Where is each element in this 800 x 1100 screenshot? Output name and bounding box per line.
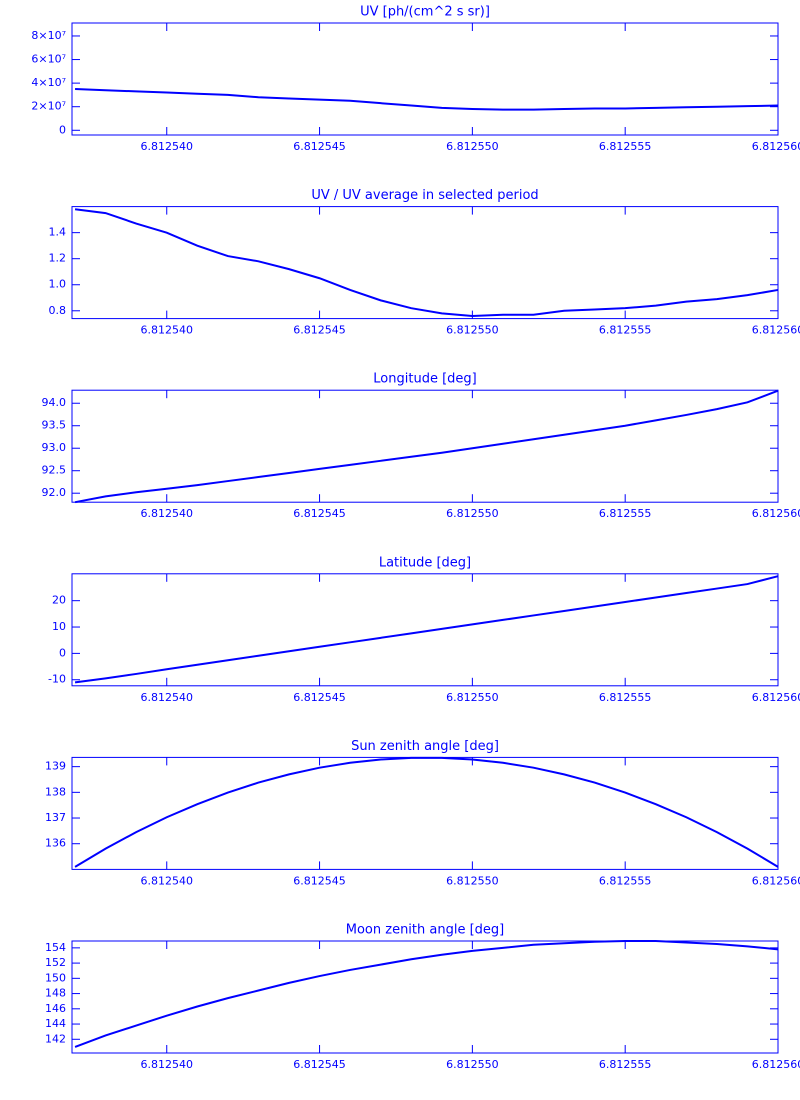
- chart-title: Moon zenith angle [deg]: [346, 923, 504, 938]
- y-tick-label: 1.0: [49, 278, 67, 291]
- x-tick-label: 6.812550: [446, 874, 499, 887]
- plot-frame: [71, 206, 779, 320]
- y-tick-label: 1.4: [49, 226, 67, 239]
- y-tick-label: 144: [45, 1017, 66, 1030]
- y-tick-label: 0: [59, 123, 66, 136]
- y-tick-label: 94.0: [42, 396, 67, 409]
- data-line: [74, 575, 779, 684]
- chart-title: Latitude [deg]: [379, 555, 471, 570]
- y-tick-label: 6×10⁷: [31, 53, 66, 66]
- y-tick-label: 8×10⁷: [31, 29, 66, 42]
- x-tick-label: 6.812555: [599, 874, 652, 887]
- y-tick-label: 1.2: [49, 252, 67, 265]
- x-tick-label: 6.812540: [140, 1058, 193, 1071]
- x-tick-label: 6.812540: [140, 507, 193, 520]
- y-tick-label: 154: [45, 941, 66, 954]
- x-tick-label: 6.812555: [599, 1058, 652, 1071]
- data-line: [74, 389, 779, 504]
- x-tick-label: 6.812545: [293, 324, 346, 337]
- y-tick-label: 4×10⁷: [31, 76, 66, 89]
- data-line: [75, 88, 779, 111]
- y-tick-label: 138: [45, 785, 66, 798]
- chart-title: UV / UV average in selected period: [311, 188, 538, 203]
- y-tick-label: 93.0: [42, 441, 67, 454]
- plot-frame: [71, 940, 779, 1054]
- y-tick-label: 137: [45, 811, 66, 824]
- y-tick-label: 152: [45, 956, 66, 969]
- x-tick-label: 6.812550: [446, 691, 499, 704]
- x-tick-label: 6.812560: [752, 507, 800, 520]
- x-tick-label: 6.812560: [752, 1058, 800, 1071]
- y-tick-label: 146: [45, 1002, 66, 1015]
- x-tick-label: 6.812545: [293, 1058, 346, 1071]
- x-tick-label: 6.812545: [293, 691, 346, 704]
- x-tick-label: 6.812540: [140, 691, 193, 704]
- plot-frame: [71, 22, 779, 136]
- x-tick-label: 6.812545: [293, 507, 346, 520]
- x-tick-label: 6.812555: [599, 691, 652, 704]
- y-tick-label: 150: [45, 971, 66, 984]
- x-tick-label: 6.812555: [599, 140, 652, 153]
- data-line: [74, 940, 779, 1048]
- plot-frame: [71, 389, 779, 503]
- data-line: [74, 208, 779, 318]
- x-tick-label: 6.812540: [140, 874, 193, 887]
- y-tick-label: -10: [48, 673, 66, 686]
- x-tick-label: 6.812545: [293, 874, 346, 887]
- y-tick-label: 0: [59, 646, 66, 659]
- chart-title: UV [ph/(cm^2 s sr)]: [360, 5, 490, 20]
- y-tick-label: 0.8: [49, 304, 67, 317]
- chart-title: Sun zenith angle [deg]: [351, 739, 499, 754]
- x-tick-label: 6.812545: [293, 140, 346, 153]
- y-tick-label: 136: [45, 837, 66, 850]
- data-line: [74, 756, 779, 868]
- x-tick-label: 6.812550: [446, 507, 499, 520]
- x-tick-label: 6.812555: [599, 324, 652, 337]
- x-tick-label: 6.812550: [446, 1058, 499, 1071]
- y-tick-label: 20: [52, 594, 66, 607]
- x-tick-label: 6.812540: [140, 140, 193, 153]
- x-tick-label: 6.812560: [752, 874, 800, 887]
- x-tick-label: 6.812560: [752, 324, 800, 337]
- chart-title: Longitude [deg]: [373, 372, 476, 387]
- y-tick-label: 148: [45, 987, 66, 1000]
- y-tick-label: 92.0: [42, 486, 67, 499]
- y-tick-label: 10: [52, 620, 66, 633]
- x-tick-label: 6.812550: [446, 324, 499, 337]
- x-tick-label: 6.812555: [599, 507, 652, 520]
- y-tick-label: 142: [45, 1032, 66, 1045]
- y-tick-label: 93.5: [42, 419, 67, 432]
- plot-frame: [71, 573, 779, 687]
- y-tick-label: 139: [45, 760, 66, 773]
- y-tick-label: 2×10⁷: [31, 100, 66, 113]
- x-tick-label: 6.812560: [752, 691, 800, 704]
- x-tick-label: 6.812550: [446, 140, 499, 153]
- x-tick-label: 6.812560: [752, 140, 800, 153]
- x-tick-label: 6.812540: [140, 324, 193, 337]
- y-tick-label: 92.5: [42, 464, 67, 477]
